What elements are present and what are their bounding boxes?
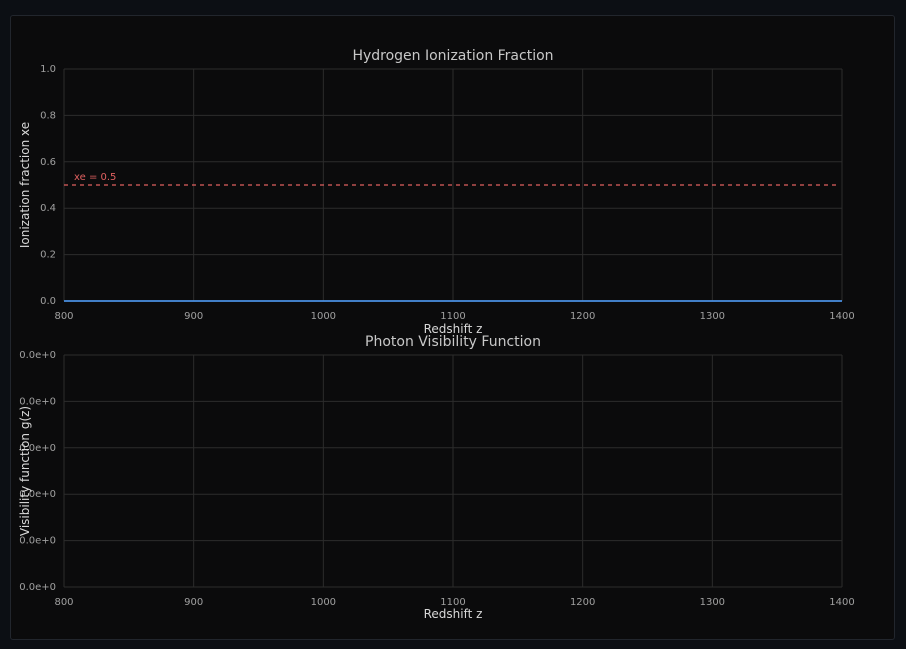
- x-tick-label: 1400: [829, 597, 854, 608]
- x-tick-label: 800: [54, 311, 73, 322]
- y-tick-label: 0.0e+0: [19, 350, 56, 361]
- y-tick-label: 0.0e+0: [19, 536, 56, 547]
- x-tick-label: 1400: [829, 311, 854, 322]
- y-tick-label: 0.0e+0: [19, 489, 56, 500]
- x-tick-label: 900: [184, 311, 203, 322]
- x-tick-label: 1100: [440, 311, 465, 322]
- y-tick-label: 0.0e+0: [19, 443, 56, 454]
- x-tick-label: 1300: [700, 311, 725, 322]
- y-axis-label: Ionization fraction xe: [18, 122, 32, 248]
- x-axis-label: Redshift z: [424, 607, 483, 621]
- x-tick-label: 900: [184, 597, 203, 608]
- y-tick-label: 0.8: [40, 110, 56, 121]
- y-tick-label: 1.0: [40, 64, 56, 75]
- chart-1: 800 900 1000 1100 1200 1300 1400 0.0 0.2 0.4 0.6 0.…: [18, 48, 855, 336]
- x-tick-label: 800: [54, 597, 73, 608]
- y-axis-label: Visibility function g(z): [18, 406, 32, 536]
- y-tick-label: 0.2: [40, 250, 56, 261]
- x-tick-label: 1200: [570, 311, 595, 322]
- x-tick-label: 1100: [440, 597, 465, 608]
- x-tick-label: 1200: [570, 597, 595, 608]
- x-tick-label: 1000: [311, 311, 336, 322]
- chart-title: Photon Visibility Function: [365, 334, 541, 350]
- x-axis-label: Redshift z: [424, 322, 483, 336]
- chart-title: Hydrogen Ionization Fraction: [352, 48, 553, 64]
- grid: [63, 68, 843, 302]
- y-tick-label: 0.0: [40, 296, 56, 307]
- y-tick-label: 0.0e+0: [19, 582, 56, 593]
- grid: [63, 354, 843, 588]
- x-tick-label: 1300: [700, 597, 725, 608]
- chart-2: 800 900 1000 1100 1200 1300 1400 0.0e+0 0.0e+0 0.…: [18, 334, 855, 621]
- y-tick-label: 0.0e+0: [19, 396, 56, 407]
- reference-line-label: xe = 0.5: [74, 172, 116, 183]
- x-tick-label: 1000: [311, 597, 336, 608]
- y-tick-label: 0.4: [40, 203, 56, 214]
- y-tick-label: 0.6: [40, 157, 56, 168]
